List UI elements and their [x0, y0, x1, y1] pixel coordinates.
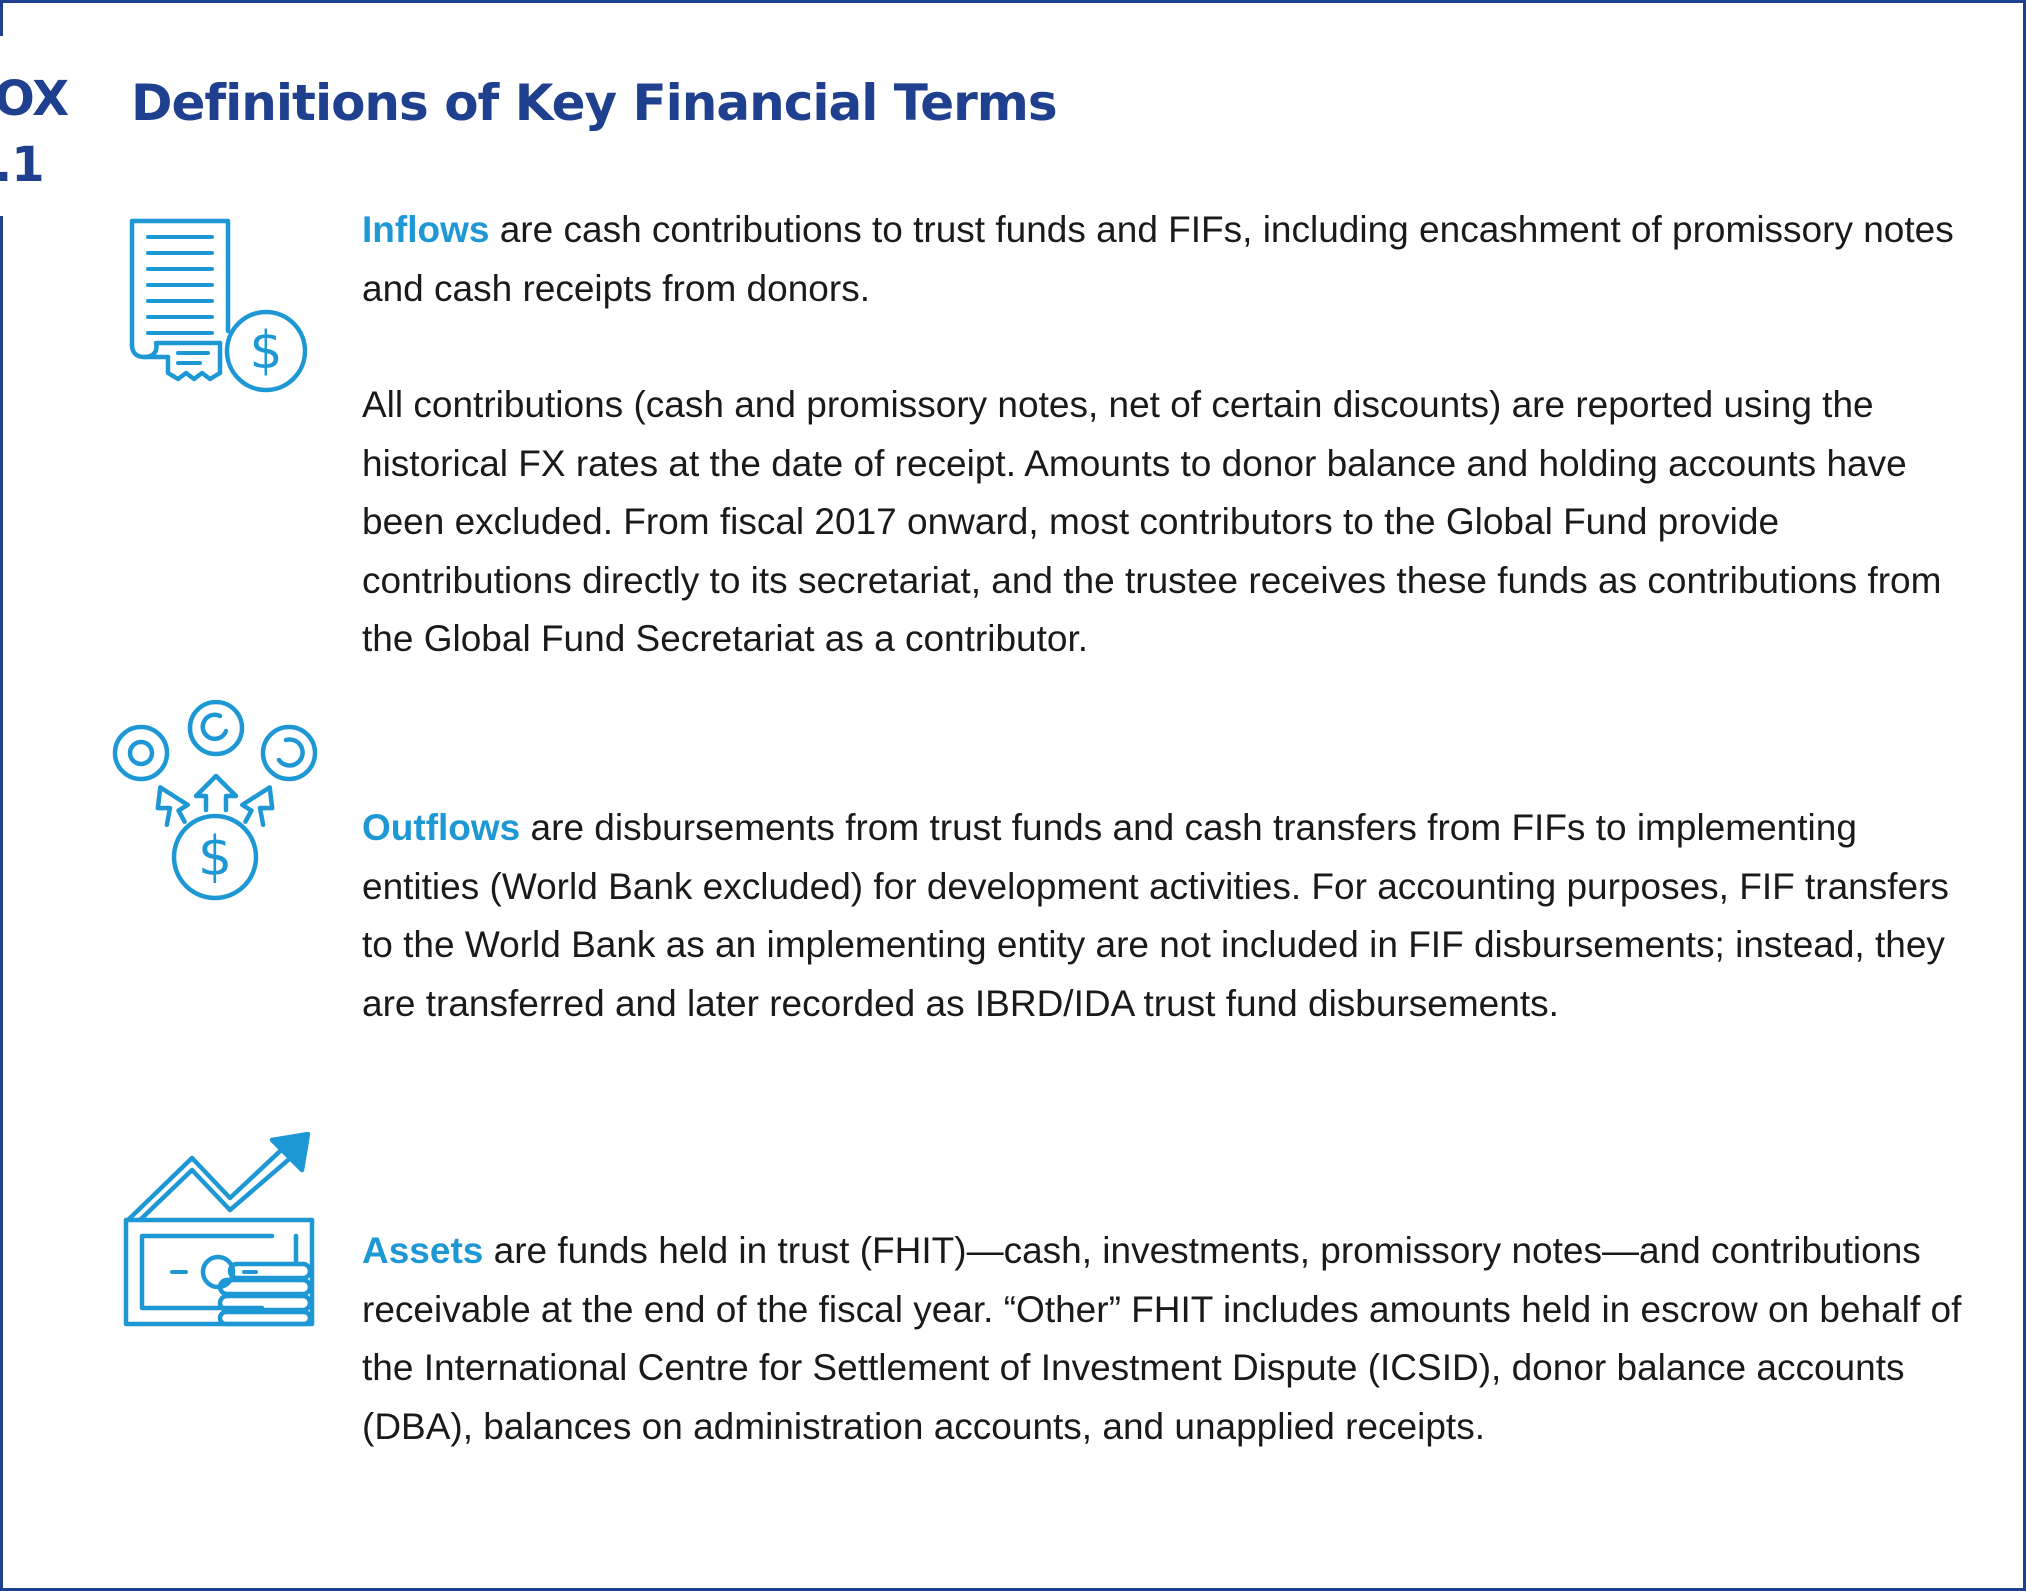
frame-tab-gap	[0, 36, 10, 216]
dollar-distribution-icon: $	[108, 700, 323, 905]
outflows-term: Outflows	[362, 807, 521, 848]
box-label: OX .1	[0, 66, 69, 198]
inflows-text: are cash contributions to trust funds an…	[362, 209, 1954, 309]
assets-definition: Assets are funds held in trust (FHIT)—ca…	[362, 1222, 1982, 1456]
receipt-dollar-icon: $	[124, 213, 314, 397]
outflows-text: are disbursements from trust funds and c…	[362, 807, 1949, 1024]
assets-text: are funds held in trust (FHIT)—cash, inv…	[362, 1230, 1962, 1447]
box-label-line1: OX	[0, 71, 69, 127]
page-title: Definitions of Key Financial Terms	[131, 74, 1058, 132]
inflows-definition: Inflows are cash contributions to trust …	[362, 201, 1982, 318]
assets-term: Assets	[362, 1230, 484, 1271]
inflows-term: Inflows	[362, 209, 490, 250]
outflows-definition: Outflows are disbursements from trust fu…	[362, 799, 1982, 1033]
svg-text:$: $	[198, 825, 232, 888]
box-label-line2: .1	[0, 137, 45, 193]
svg-text:$: $	[249, 321, 282, 381]
money-growth-icon	[122, 1132, 317, 1327]
inflows-note: All contributions (cash and promissory n…	[362, 384, 1942, 659]
